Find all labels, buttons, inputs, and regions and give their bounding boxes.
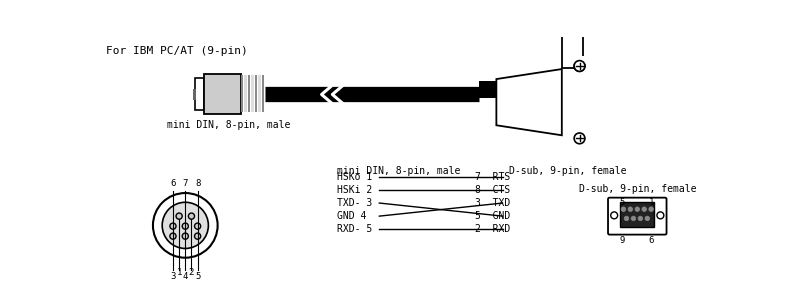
Circle shape [153,193,218,258]
Bar [562,0,583,68]
Text: 5: 5 [195,271,200,281]
Text: 5  GND: 5 GND [475,211,510,221]
Circle shape [631,216,636,221]
Text: D-sub, 9-pin, female: D-sub, 9-pin, female [509,166,626,176]
Bar [258,75,261,112]
Circle shape [624,216,629,221]
Circle shape [170,223,176,229]
Circle shape [182,223,188,229]
Text: TXD- 3: TXD- 3 [337,198,372,208]
Text: 3: 3 [171,271,175,281]
Text: RXD- 5: RXD- 5 [337,224,372,234]
Circle shape [574,61,585,71]
Bar [261,75,264,112]
Circle shape [635,207,639,211]
Circle shape [610,212,618,219]
Circle shape [642,207,646,211]
FancyBboxPatch shape [608,198,666,235]
Text: For IBM PC/AT (9-pin): For IBM PC/AT (9-pin) [106,46,248,56]
Bar [574,56,585,64]
Text: 7  RTS: 7 RTS [475,172,510,182]
Bar [252,75,254,112]
Circle shape [628,207,633,211]
Circle shape [638,216,642,221]
Circle shape [621,207,626,211]
Text: 6: 6 [171,179,175,188]
Text: 8: 8 [195,179,200,188]
Text: 5: 5 [619,198,625,207]
Polygon shape [497,69,562,135]
Text: 4: 4 [183,271,188,281]
Bar [195,77,203,110]
Bar [241,75,244,112]
Bar [248,75,251,112]
Text: HSKi 2: HSKi 2 [337,185,372,195]
Bar [244,75,247,112]
Text: D-sub, 9-pin, female: D-sub, 9-pin, female [578,184,696,194]
Circle shape [176,213,182,219]
Bar [620,201,654,227]
Circle shape [645,216,650,221]
Text: 1: 1 [649,198,654,207]
Text: 9: 9 [619,236,625,245]
Circle shape [657,212,664,219]
Circle shape [162,202,208,248]
Bar [193,89,196,100]
Circle shape [195,233,201,239]
Bar [255,75,257,112]
Text: mini DIN, 8-pin, male: mini DIN, 8-pin, male [337,166,461,176]
Bar [203,74,241,114]
Text: 2  RXD: 2 RXD [475,224,510,234]
Text: 2: 2 [189,268,194,277]
Text: 7: 7 [183,179,188,188]
Text: 6: 6 [649,236,654,245]
Circle shape [170,233,176,239]
Circle shape [195,223,201,229]
Text: 8  CTS: 8 CTS [475,185,510,195]
Circle shape [649,207,654,211]
Text: GND 4: GND 4 [337,211,366,221]
Bar [480,81,497,98]
Text: mini DIN, 8-pin, male: mini DIN, 8-pin, male [167,120,291,130]
Circle shape [574,61,585,71]
Text: 1: 1 [176,268,182,277]
Text: HSKo 1: HSKo 1 [337,172,372,182]
Text: 3  TXD: 3 TXD [475,198,510,208]
Circle shape [188,213,195,219]
Circle shape [574,133,585,144]
Circle shape [182,233,188,239]
